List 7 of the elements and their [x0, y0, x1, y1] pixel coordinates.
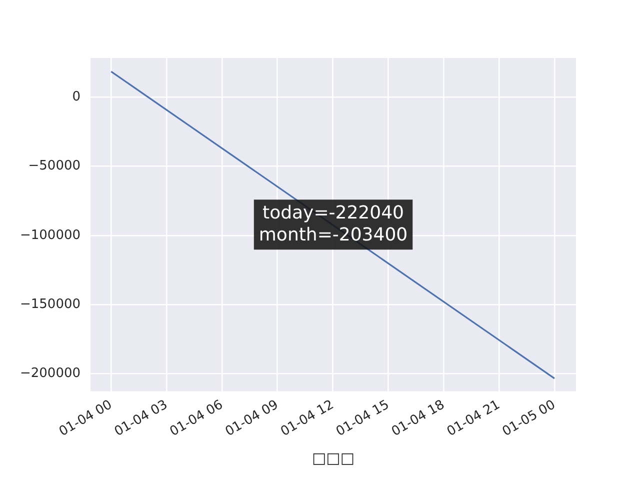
- y-tick-label: −100000: [20, 228, 81, 243]
- y-tick-label: −200000: [20, 366, 81, 382]
- x-axis-title: □□□: [312, 448, 355, 467]
- annotation: today=-222040 month=-203400: [258, 202, 408, 246]
- y-tick-label: 0: [72, 90, 81, 105]
- y-tick-label: −50000: [28, 158, 81, 174]
- y-tick-label: −150000: [20, 296, 81, 312]
